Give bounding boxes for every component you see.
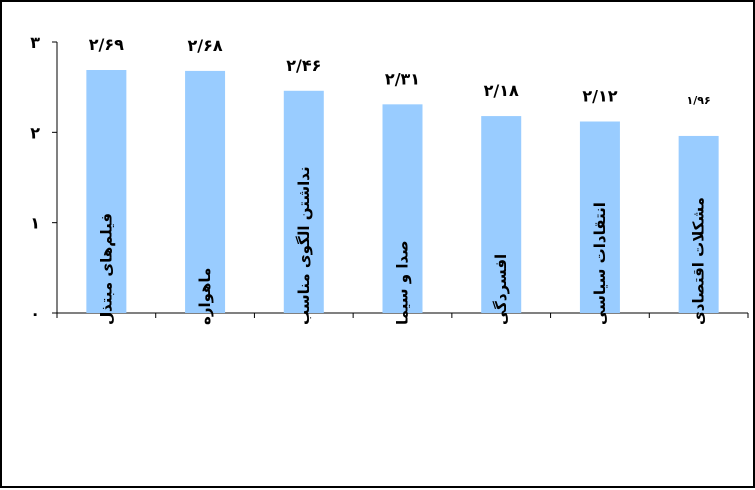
y-tick-label: ۲ (30, 123, 40, 142)
y-ticks-group: ۰ ۱ ۲ ۳ (30, 33, 40, 323)
data-label: ۲/۶۹ (89, 35, 124, 54)
category-label: صدا و سیما (394, 240, 412, 325)
category-labels-group: فیلم‌های مبتذل ماهواره نداشتن الگوی مناسب ص… (97, 166, 707, 325)
bar (185, 70, 226, 313)
data-label: ۲/۴۶ (286, 56, 321, 75)
data-label: ۲/۳۱ (385, 69, 420, 88)
bar (579, 121, 620, 313)
y-tick-label: ۱ (30, 214, 40, 233)
category-label: مشکلات اقتصادی (690, 197, 708, 325)
data-labels-group: ۲/۶۹ ۲/۶۸ ۲/۴۶ ۲/۳۱ ۲/۱۸ ۲/۱۲ ۱/۹۶ (89, 35, 711, 107)
bars-group (86, 70, 719, 314)
bar (481, 116, 522, 313)
category-label: افسردگی (492, 254, 510, 325)
bar (382, 104, 423, 313)
category-label: ماهواره (196, 268, 214, 325)
category-label: انتقادات سیاسی (591, 202, 609, 325)
y-tick-label: ۰ (30, 304, 40, 323)
bar (86, 70, 127, 314)
data-label: ۲/۱۸ (484, 81, 519, 100)
y-tick-label: ۳ (30, 33, 40, 52)
bar (283, 90, 324, 313)
category-label: نداشتن الگوی مناسب (295, 166, 313, 325)
data-label: ۲/۶۸ (188, 36, 223, 55)
bar (678, 135, 719, 313)
data-label: ۲/۱۲ (582, 86, 617, 105)
category-label: فیلم‌های مبتذل (97, 213, 115, 325)
data-label: ۱/۹۶ (687, 94, 711, 107)
